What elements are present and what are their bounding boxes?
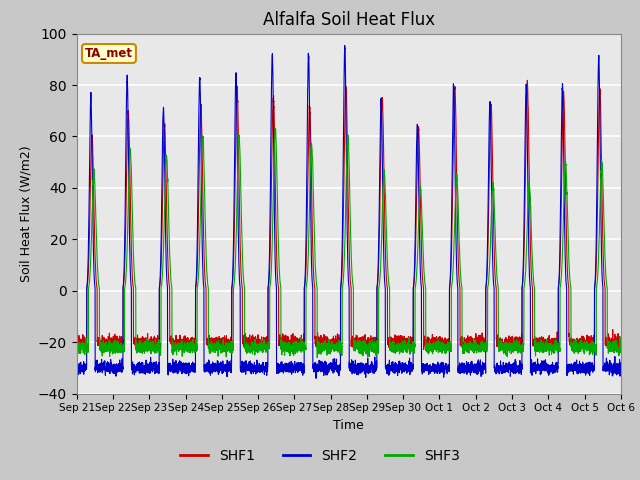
SHF1 [617, 340, 625, 346]
SHF3 [314, 355, 321, 360]
SHF2 [617, 364, 625, 370]
SHF2 [171, 362, 179, 368]
SHF2 [502, 361, 509, 367]
SHF1 [616, 342, 624, 348]
Title: Alfalfa Soil Heat Flux: Alfalfa Soil Heat Flux [263, 11, 435, 29]
SHF2 [471, 361, 479, 367]
Line: SHF1: SHF1 [77, 80, 621, 353]
SHF3 [471, 345, 479, 350]
SHF2 [341, 43, 349, 48]
SHF3 [616, 334, 624, 340]
SHF1 [524, 77, 531, 83]
SHF1 [328, 336, 336, 342]
Line: SHF3: SHF3 [77, 128, 621, 358]
SHF3 [441, 349, 449, 355]
Legend: SHF1, SHF2, SHF3: SHF1, SHF2, SHF3 [175, 443, 465, 468]
SHF1 [502, 340, 509, 346]
SHF2 [73, 364, 81, 370]
SHF2 [441, 367, 449, 372]
X-axis label: Time: Time [333, 419, 364, 432]
SHF2 [312, 375, 320, 381]
SHF3 [73, 347, 81, 352]
SHF1 [73, 343, 81, 348]
SHF3 [271, 125, 279, 131]
SHF1 [471, 341, 479, 347]
Text: TA_met: TA_met [85, 47, 133, 60]
SHF1 [550, 350, 558, 356]
SHF1 [440, 338, 448, 344]
SHF1 [171, 343, 179, 348]
SHF3 [171, 349, 179, 355]
SHF3 [617, 350, 625, 356]
SHF3 [502, 349, 509, 355]
SHF2 [329, 365, 337, 371]
Line: SHF2: SHF2 [77, 46, 621, 378]
SHF2 [616, 364, 624, 370]
SHF3 [329, 345, 337, 350]
Y-axis label: Soil Heat Flux (W/m2): Soil Heat Flux (W/m2) [19, 145, 33, 282]
